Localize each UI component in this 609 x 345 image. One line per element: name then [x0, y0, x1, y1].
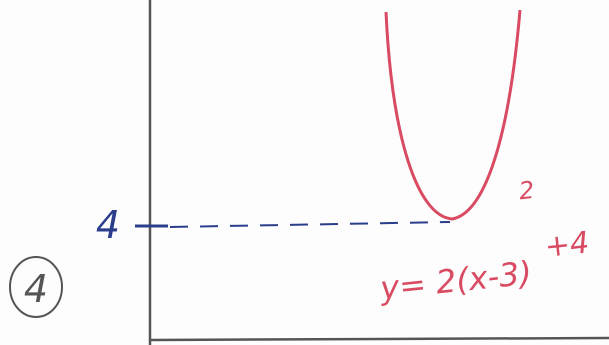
problem-number: 4: [24, 267, 48, 311]
paper: [0, 0, 609, 345]
equation-exponent: 2: [518, 176, 536, 205]
sketch: 4 y= 2(x-3) 2 +4 4: [0, 0, 609, 345]
y-axis-label: 4: [96, 203, 120, 247]
equation-tail: +4: [543, 225, 591, 264]
